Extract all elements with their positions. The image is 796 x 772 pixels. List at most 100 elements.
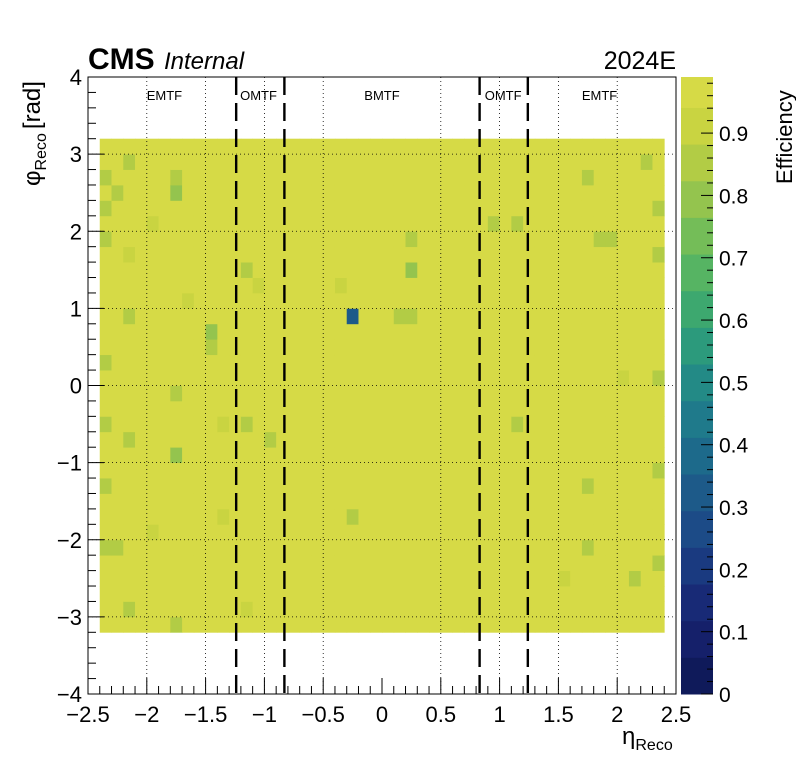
heatmap-cell — [382, 447, 395, 464]
heatmap-cell — [111, 277, 124, 294]
heatmap-cell — [440, 400, 453, 417]
heatmap-cell — [123, 601, 136, 618]
heatmap-cell — [370, 262, 383, 278]
heatmap-cell — [99, 370, 112, 386]
heatmap-cell — [464, 555, 477, 571]
heatmap-cell — [182, 462, 195, 479]
heatmap-cell — [581, 138, 595, 155]
heatmap-cell — [593, 524, 606, 541]
heatmap-cell — [581, 431, 595, 448]
heatmap-cell — [405, 539, 418, 556]
heatmap-cell — [111, 586, 124, 602]
heatmap-cell — [593, 292, 606, 309]
colorbar-segment — [681, 77, 713, 108]
heatmap-cell — [652, 370, 665, 386]
heatmap-cell — [287, 292, 301, 309]
heatmap-cell — [240, 215, 254, 232]
heatmap-cell — [393, 370, 406, 386]
heatmap-cell — [546, 354, 559, 371]
heatmap-cell — [570, 447, 583, 464]
heatmap-cell — [240, 200, 254, 217]
heatmap-cell — [534, 447, 548, 464]
heatmap-cell — [182, 277, 195, 294]
heatmap-cell — [193, 431, 206, 448]
heatmap-cell — [135, 308, 148, 325]
heatmap-cell — [429, 200, 442, 217]
heatmap-cell — [193, 262, 206, 278]
heatmap-cell — [405, 231, 418, 248]
heatmap-cell — [546, 539, 559, 556]
heatmap-cell — [405, 478, 418, 494]
heatmap-cell — [158, 616, 171, 633]
heatmap-cell — [205, 400, 218, 417]
heatmap-cell — [382, 555, 395, 571]
heatmap-cell — [628, 277, 642, 294]
heatmap-cell — [417, 169, 430, 186]
heatmap-cell — [146, 586, 159, 602]
heatmap-cell — [417, 570, 430, 587]
heatmap-cell — [358, 154, 371, 170]
heatmap-cell — [111, 508, 124, 525]
heatmap-cell — [440, 601, 453, 618]
heatmap-cell — [452, 385, 465, 402]
heatmap-cell — [534, 169, 548, 186]
heatmap-cell — [135, 555, 148, 571]
heatmap-cell — [393, 508, 406, 525]
heatmap-cell — [193, 539, 206, 556]
heatmap-cell — [217, 138, 230, 155]
heatmap-cell — [511, 354, 524, 371]
heatmap-cell — [593, 215, 606, 232]
heatmap-cell — [264, 246, 277, 263]
heatmap-cell — [417, 184, 430, 201]
heatmap-cell — [534, 385, 548, 402]
heatmap-cell — [546, 416, 559, 433]
heatmap-cell — [464, 570, 477, 587]
heatmap-cell — [605, 493, 618, 510]
heatmap-cell — [323, 555, 336, 571]
x-tick-label: −1 — [252, 702, 277, 727]
heatmap-cell — [546, 323, 559, 340]
heatmap-cell — [287, 539, 301, 556]
heatmap-cell — [217, 339, 230, 356]
heatmap-cell — [511, 493, 524, 510]
heatmap-cell — [358, 231, 371, 248]
heatmap-cell — [240, 431, 254, 448]
heatmap-cell — [511, 462, 524, 479]
heatmap-cell — [558, 292, 571, 309]
heatmap-cell — [99, 416, 112, 433]
heatmap-cell — [417, 431, 430, 448]
heatmap-cell — [581, 154, 595, 170]
heatmap-cell — [440, 616, 453, 633]
heatmap-cell — [429, 570, 442, 587]
heatmap-cell — [123, 215, 136, 232]
heatmap-cell — [217, 262, 230, 278]
heatmap-cell — [393, 308, 406, 325]
heatmap-cell — [558, 215, 571, 232]
heatmap-cell — [240, 462, 254, 479]
heatmap-cell — [593, 462, 606, 479]
heatmap-cell — [252, 462, 265, 479]
heatmap-cell — [382, 462, 395, 479]
y-tick-label: 3 — [70, 142, 82, 167]
heatmap-cell — [334, 385, 348, 402]
heatmap-cell — [146, 308, 159, 325]
heatmap-cell — [346, 447, 359, 464]
heatmap-cell — [135, 262, 148, 278]
heatmap-cell — [99, 586, 112, 602]
heatmap-cell — [111, 169, 124, 186]
heatmap-cell — [240, 169, 254, 186]
heatmap-cell — [111, 555, 124, 571]
heatmap-cell — [617, 246, 630, 263]
heatmap-cell — [193, 570, 206, 587]
heatmap-cell — [170, 138, 183, 155]
heatmap-cell — [605, 354, 618, 371]
heatmap-cell — [123, 555, 136, 571]
heatmap-cell — [370, 493, 383, 510]
heatmap-cell — [358, 339, 371, 356]
heatmap-cell — [499, 154, 512, 170]
heatmap-cell — [382, 277, 395, 294]
heatmap-cell — [499, 400, 512, 417]
heatmap-cell — [382, 200, 395, 217]
heatmap-cell — [299, 370, 312, 386]
heatmap-cell — [440, 231, 453, 248]
